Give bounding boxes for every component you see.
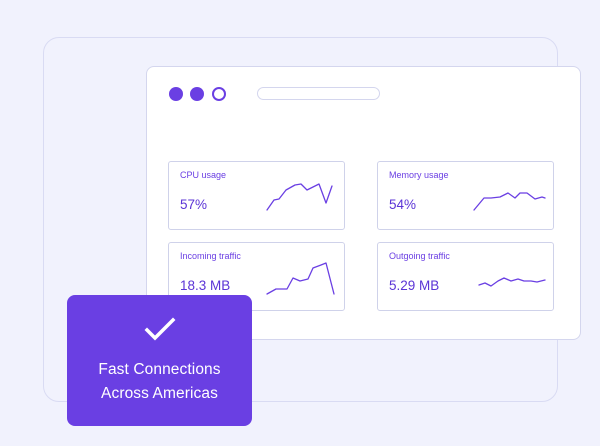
outgoing-sparkline xyxy=(478,277,546,287)
memory-usage-label: Memory usage xyxy=(389,170,449,180)
memory-usage-card: Memory usage 54% xyxy=(377,161,554,230)
window-control-dot[interactable] xyxy=(190,87,204,101)
window-control-dot[interactable] xyxy=(212,87,226,101)
outgoing-traffic-value: 5.29 MB xyxy=(389,278,440,293)
incoming-sparkline xyxy=(266,262,335,295)
badge-line-1: Fast Connections xyxy=(98,361,221,378)
cpu-sparkline xyxy=(266,183,333,211)
incoming-traffic-value: 18.3 MB xyxy=(180,278,231,293)
window-control-dot[interactable] xyxy=(169,87,183,101)
memory-usage-value: 54% xyxy=(389,197,417,212)
incoming-traffic-label: Incoming traffic xyxy=(180,251,241,261)
outgoing-traffic-label: Outgoing traffic xyxy=(389,251,450,261)
outgoing-traffic-card: Outgoing traffic 5.29 MB xyxy=(377,242,554,311)
fast-connections-badge: Fast Connections Across Americas xyxy=(67,295,252,426)
address-bar[interactable] xyxy=(257,87,380,100)
cpu-usage-card: CPU usage 57% xyxy=(168,161,345,230)
cpu-usage-label: CPU usage xyxy=(180,170,227,180)
checkmark-icon xyxy=(144,317,176,341)
memory-sparkline xyxy=(473,192,546,211)
cpu-usage-value: 57% xyxy=(180,197,208,212)
badge-line-2: Across Americas xyxy=(101,385,218,402)
